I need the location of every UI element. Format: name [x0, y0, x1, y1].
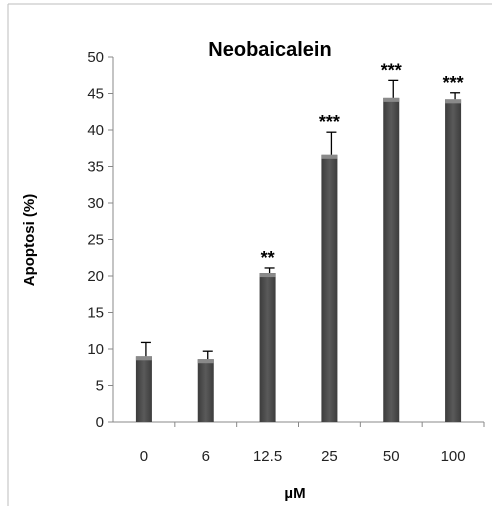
y-tick-label: 35: [87, 159, 104, 176]
x-tick-label: 100: [441, 448, 466, 465]
bar-top: [445, 99, 462, 104]
y-tick-label: 10: [87, 341, 104, 358]
bar: [259, 273, 276, 422]
y-axis-title: Apoptosi (%): [21, 194, 38, 286]
bar: [445, 99, 462, 422]
bar: [321, 154, 338, 422]
chart-title: Neobaicalein: [208, 39, 331, 61]
y-tick-label: 5: [96, 378, 104, 395]
x-tick-label: 12.5: [253, 448, 282, 465]
bar-top: [197, 359, 214, 364]
x-axis-title: µM: [284, 485, 305, 502]
y-tick-label: 20: [87, 268, 104, 285]
y-tick-label: 30: [87, 195, 104, 212]
y-tick-label: 40: [87, 122, 104, 139]
x-tick-label: 25: [321, 448, 338, 465]
bar: [383, 97, 400, 422]
bar: [197, 359, 214, 422]
x-tick-label: 0: [140, 448, 148, 465]
significance-label: ***: [319, 112, 340, 132]
bar-top: [321, 154, 338, 159]
y-tick-label: 25: [87, 232, 104, 249]
significance-label: ***: [381, 60, 402, 80]
bar-top: [135, 356, 152, 361]
significance-label: ***: [443, 73, 464, 93]
significance-label: **: [261, 248, 275, 268]
bar-top: [259, 273, 276, 278]
y-tick-label: 50: [87, 49, 104, 66]
bar: [135, 356, 152, 422]
y-tick-label: 0: [96, 414, 104, 431]
y-tick-label: 15: [87, 305, 104, 322]
y-tick-label: 45: [87, 86, 104, 103]
x-tick-label: 50: [383, 448, 400, 465]
bar-top: [383, 97, 400, 102]
x-tick-label: 6: [202, 448, 210, 465]
